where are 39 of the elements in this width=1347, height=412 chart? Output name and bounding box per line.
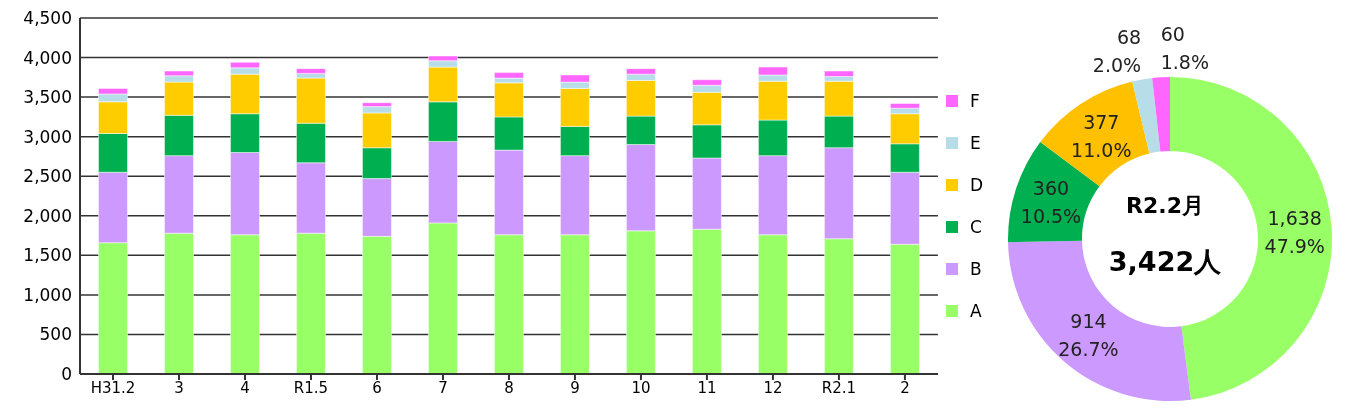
legend-label: E [969,133,981,153]
text: 3,422人 [1108,246,1223,277]
legend-label: D [969,175,983,195]
x-tick-label: H31.2 [90,378,136,397]
y-tick-label: 3,500 [23,87,72,108]
y-tick-label: 2,000 [23,205,72,226]
y-tick-label: 4,500 [23,8,72,29]
data-label: 68 2.0% [1092,25,1142,76]
data-label: 377 11.0% [1071,110,1132,161]
data-label: 914 26.7% [1058,309,1119,360]
legend-label: A [969,301,982,321]
x-tick-label: 12 [763,378,783,397]
x-tick-label: 8 [504,378,514,397]
x-tick-label: 9 [570,378,580,397]
y-tick-label: 1,000 [23,284,72,305]
donut-slice [1132,77,1161,154]
x-tick-label: 7 [438,378,448,397]
legend-label: C [969,217,982,237]
x-tick-label: 6 [372,378,382,397]
legend-label: B [969,259,982,279]
x-tick-label: 2 [900,378,910,397]
x-tick-label: 10 [631,378,651,397]
x-tick-label: 4 [240,378,250,397]
y-tick-label: 500 [39,324,72,345]
data-label: 60 1.8% [1160,23,1210,74]
x-tick-label: R2.1 [821,378,857,397]
donut-slice [1152,77,1170,152]
y-tick-label: 0 [61,364,72,385]
y-tick-label: 1,500 [23,245,72,266]
data-label: 360 10.5% [1020,176,1082,227]
text: R2.2月 [1126,193,1204,218]
x-tick-label: R1.5 [293,378,329,397]
legend-label: F [969,91,980,111]
data-label: 1,638 47.9% [1264,206,1325,257]
y-tick-label: 2,500 [23,166,72,187]
x-tick-label: 11 [697,378,717,397]
x-tick-label: 3 [174,378,184,397]
y-tick-label: 3,000 [23,126,72,147]
y-tick-label: 4,000 [23,47,72,68]
